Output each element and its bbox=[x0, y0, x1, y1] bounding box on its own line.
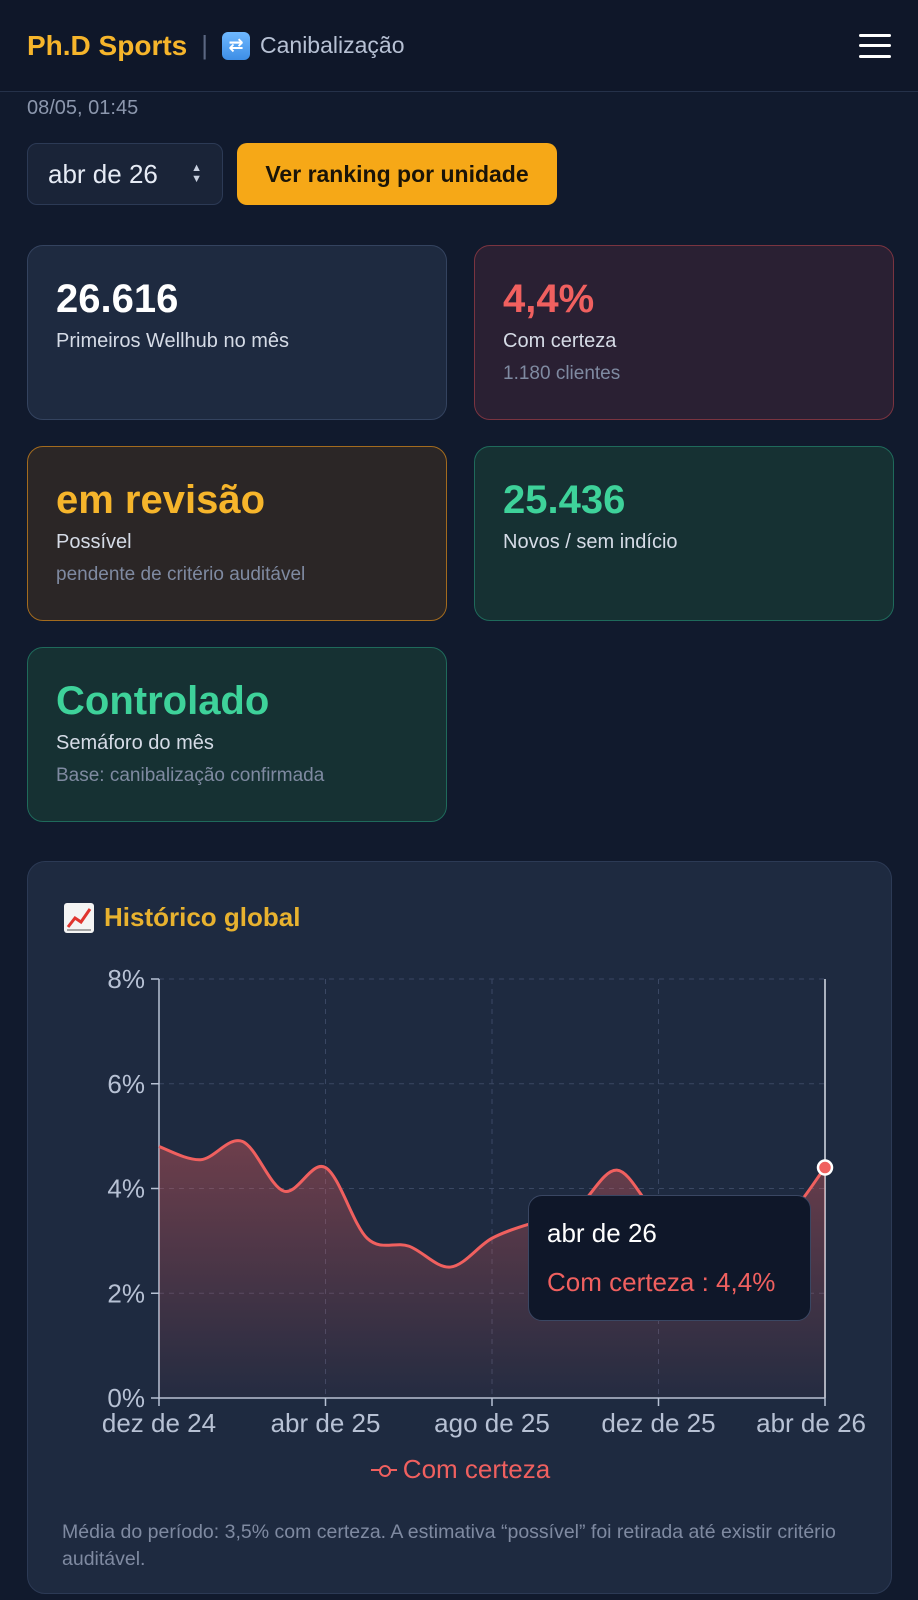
card-value: em revisão bbox=[56, 478, 266, 522]
data-point bbox=[198, 1157, 204, 1163]
card-label: Novos / sem indício bbox=[503, 531, 678, 553]
x-tick-label: dez de 25 bbox=[601, 1408, 715, 1438]
card-subtext: Base: canibalização confirmada bbox=[56, 765, 325, 786]
month-select[interactable]: abr de 26 ▲ ▼ bbox=[27, 143, 223, 205]
card-subtext: pendente de critério auditável bbox=[56, 564, 306, 585]
data-point bbox=[156, 1144, 162, 1150]
data-point bbox=[614, 1167, 620, 1173]
data-point bbox=[364, 1235, 370, 1241]
data-point bbox=[239, 1138, 245, 1144]
card-first-wellhub: 26.616 Primeiros Wellhub no mês bbox=[27, 245, 447, 420]
card-certain: 4,4% Com certeza 1.180 clientes bbox=[474, 245, 894, 420]
page-title: Canibalização bbox=[260, 32, 405, 58]
legend-line-marker-icon bbox=[370, 1463, 397, 1477]
card-label: Possível bbox=[56, 531, 132, 553]
top-bar: Ph.D Sports | ⇄ Canibalização bbox=[0, 0, 918, 92]
card-possible: em revisão Possível pendente de critério… bbox=[27, 446, 447, 621]
card-traffic-light: Controlado Semáforo do mês Base: canibal… bbox=[27, 647, 447, 822]
chart-increasing-icon bbox=[64, 902, 94, 933]
card-value: Controlado bbox=[56, 679, 270, 723]
data-point bbox=[489, 1235, 495, 1241]
card-new: 25.436 Novos / sem indício bbox=[474, 446, 894, 621]
tooltip-date: abr de 26 bbox=[547, 1218, 657, 1248]
data-point bbox=[406, 1243, 412, 1249]
select-arrows-icon: ▲ ▼ bbox=[191, 162, 202, 185]
chart-tooltip: abr de 26 Com certeza : 4,4% bbox=[528, 1195, 811, 1321]
card-value: 25.436 bbox=[503, 478, 626, 522]
month-select-value: abr de 26 bbox=[48, 158, 158, 189]
tooltip-value: Com certeza : 4,4% bbox=[547, 1267, 776, 1297]
y-tick-label: 2% bbox=[107, 1278, 145, 1308]
data-point bbox=[281, 1188, 287, 1194]
data-point bbox=[447, 1264, 453, 1270]
y-tick-label: 4% bbox=[107, 1174, 145, 1204]
history-chart-panel: Histórico global 0% 2% 4% 6% 8% dez de 24 abr … bbox=[27, 861, 892, 1594]
ranking-by-unit-button[interactable]: Ver ranking por unidade bbox=[237, 143, 557, 205]
card-subtext: 1.180 clientes bbox=[503, 363, 621, 384]
hamburger-menu-icon[interactable] bbox=[859, 33, 891, 58]
card-value: 4,4% bbox=[503, 277, 595, 321]
header-separator: | bbox=[201, 30, 208, 60]
y-tick-label: 6% bbox=[107, 1069, 145, 1099]
chart-title-text: Histórico global bbox=[104, 902, 301, 932]
card-label: Com certeza bbox=[503, 330, 617, 352]
chart-title: Histórico global bbox=[64, 902, 300, 933]
data-point bbox=[323, 1165, 329, 1171]
card-value: 26.616 bbox=[56, 277, 179, 321]
last-updated-timestamp: 08/05, 01:45 bbox=[27, 97, 139, 119]
history-line-chart[interactable]: 0% 2% 4% 6% 8% dez de 24 abr de 25 ago de 25 dez… bbox=[28, 862, 893, 1462]
legend-label: Com certeza bbox=[402, 1454, 551, 1484]
y-tick-label: 8% bbox=[107, 964, 145, 994]
x-tick-label: abr de 25 bbox=[271, 1408, 381, 1438]
chart-legend[interactable]: Com certeza bbox=[28, 1454, 893, 1485]
x-tick-label: ago de 25 bbox=[434, 1408, 550, 1438]
brand-logo[interactable]: Ph.D Sports bbox=[27, 29, 188, 61]
y-tick-label: 0% bbox=[107, 1383, 145, 1413]
x-tick-label: dez de 24 bbox=[102, 1408, 216, 1438]
highlighted-data-point bbox=[816, 1159, 834, 1176]
card-label: Semáforo do mês bbox=[56, 732, 214, 754]
chart-footnote: Média do período: 3,5% com certeza. A es… bbox=[62, 1521, 836, 1570]
x-tick-label: abr de 26 bbox=[756, 1408, 866, 1438]
repeat-arrows-icon: ⇄ bbox=[222, 31, 250, 60]
series-area bbox=[159, 1140, 825, 1398]
card-label: Primeiros Wellhub no mês bbox=[56, 330, 290, 352]
